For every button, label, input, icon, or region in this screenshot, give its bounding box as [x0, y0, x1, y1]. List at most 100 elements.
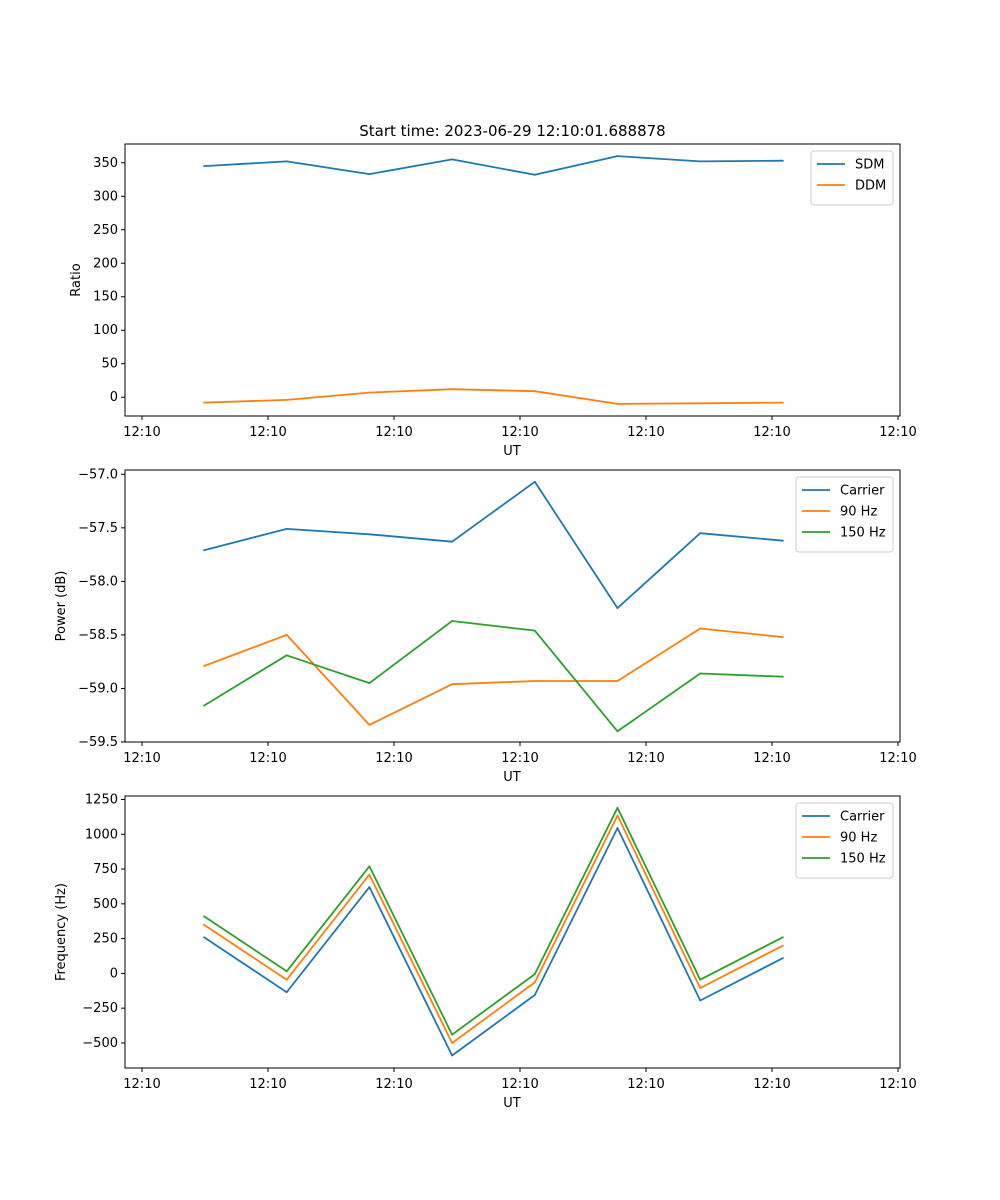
data-point — [782, 636, 784, 638]
y-tick-label: −59.5 — [78, 735, 118, 750]
data-point — [451, 620, 453, 622]
data-point — [451, 1042, 453, 1044]
x-tick-label: 12:10 — [627, 751, 664, 766]
legend-label: Carrier — [840, 810, 885, 825]
data-point — [203, 923, 205, 926]
data-point — [699, 160, 702, 163]
data-point — [782, 675, 784, 678]
y-tick-label: 100 — [93, 323, 118, 338]
data-point — [285, 160, 288, 163]
data-point — [616, 814, 619, 817]
x-tick-label: 12:10 — [123, 751, 160, 766]
x-tick-label: 12:10 — [249, 1077, 286, 1092]
data-point — [203, 165, 205, 168]
y-tick-label: −57.0 — [78, 467, 118, 482]
x-tick-label: 12:10 — [753, 425, 790, 440]
data-point — [616, 806, 619, 809]
series-line-150-hz — [203, 806, 784, 1036]
data-point — [368, 533, 371, 536]
y-tick-label: −250 — [82, 1001, 118, 1016]
x-tick-label: 12:10 — [249, 751, 286, 766]
data-point — [451, 158, 453, 161]
data-point — [203, 915, 205, 918]
data-point — [368, 682, 371, 685]
data-point — [699, 402, 702, 405]
data-point — [533, 480, 536, 483]
x-tick-label: 12:10 — [375, 425, 412, 440]
data-point — [368, 873, 371, 876]
x-axis-label: UT — [503, 1096, 521, 1111]
data-point — [782, 957, 784, 959]
x-tick-label: 12:10 — [123, 425, 160, 440]
series-line-sdm — [203, 155, 783, 176]
data-point — [451, 1033, 453, 1036]
x-tick-label: 12:10 — [627, 1077, 664, 1092]
legend-label: 150 Hz — [840, 526, 886, 541]
data-point — [616, 607, 619, 610]
data-point — [285, 991, 288, 994]
y-tick-label: 300 — [93, 189, 118, 204]
data-point — [368, 391, 371, 394]
data-point — [533, 390, 536, 393]
x-axis-label: UT — [503, 770, 521, 785]
data-point — [616, 730, 619, 733]
y-axis-label: Frequency (Hz) — [54, 883, 69, 981]
data-point — [285, 527, 288, 530]
legend-label: 90 Hz — [840, 831, 877, 846]
y-axis-label: Power (dB) — [54, 571, 69, 642]
y-tick-label: 250 — [93, 932, 118, 947]
y-tick-label: −58.5 — [78, 628, 118, 643]
y-tick-label: 0 — [110, 966, 118, 981]
data-point — [451, 683, 453, 686]
chart-panel-2: −59.5 −59.0 −58.5 −58.0 −57.5 −57.0 12:10 12:10… — [54, 467, 917, 785]
series-line-ddm — [203, 388, 783, 405]
data-point — [368, 723, 371, 726]
x-tick-label: 12:10 — [501, 425, 538, 440]
legend-label: DDM — [855, 179, 886, 194]
x-tick-label: 12:10 — [627, 425, 664, 440]
data-point — [285, 399, 288, 401]
data-point — [533, 973, 536, 975]
y-tick-label: 350 — [93, 156, 118, 171]
data-point — [203, 549, 205, 552]
data-point — [782, 944, 784, 947]
data-point — [451, 1054, 453, 1057]
x-tick-label: 12:10 — [879, 751, 916, 766]
x-tick-label: 12:10 — [753, 1077, 790, 1092]
y-tick-label: 1250 — [85, 792, 118, 807]
x-tick-label: 12:10 — [879, 1077, 916, 1092]
chart-panel-3: −500 −250 0 250 500 750 1000 1250 12:10 12:10 12:1… — [54, 792, 917, 1111]
y-tick-label: −500 — [82, 1036, 118, 1051]
data-point — [616, 155, 619, 157]
chart-panel-1: 0 50 100 150 200 250 300 350 12:10 12:10 12:10 12:1… — [69, 143, 917, 459]
data-point — [203, 665, 205, 667]
data-point — [533, 629, 536, 632]
legend-box — [795, 476, 894, 553]
data-point — [368, 886, 371, 889]
data-point — [616, 680, 619, 682]
legend-label: SDM — [855, 158, 884, 173]
data-point — [533, 994, 536, 996]
x-tick-label: 12:10 — [501, 1077, 538, 1092]
y-tick-label: 750 — [93, 862, 118, 877]
data-point — [699, 532, 702, 535]
x-axis-label: UT — [503, 444, 521, 459]
series-line-90-hz — [203, 814, 784, 1044]
y-tick-label: −58.0 — [78, 574, 118, 589]
data-point — [285, 970, 288, 973]
y-tick-label: 0 — [110, 390, 118, 405]
plot-area — [124, 795, 901, 1069]
data-point — [699, 999, 702, 1002]
y-tick-label: 1000 — [85, 827, 118, 842]
data-point — [451, 540, 453, 543]
data-point — [699, 672, 702, 675]
data-point — [533, 680, 536, 682]
x-tick-label: 12:10 — [123, 1077, 160, 1092]
panels: 0 50 100 150 200 250 300 350 12:10 12:10 12:10 12:1… — [54, 143, 917, 1111]
x-tick-label: 12:10 — [375, 751, 412, 766]
y-tick-label: 500 — [93, 897, 118, 912]
data-point — [451, 388, 453, 391]
legend-label: 90 Hz — [840, 505, 877, 520]
y-axis-label: Ratio — [69, 263, 84, 296]
data-point — [533, 173, 536, 176]
